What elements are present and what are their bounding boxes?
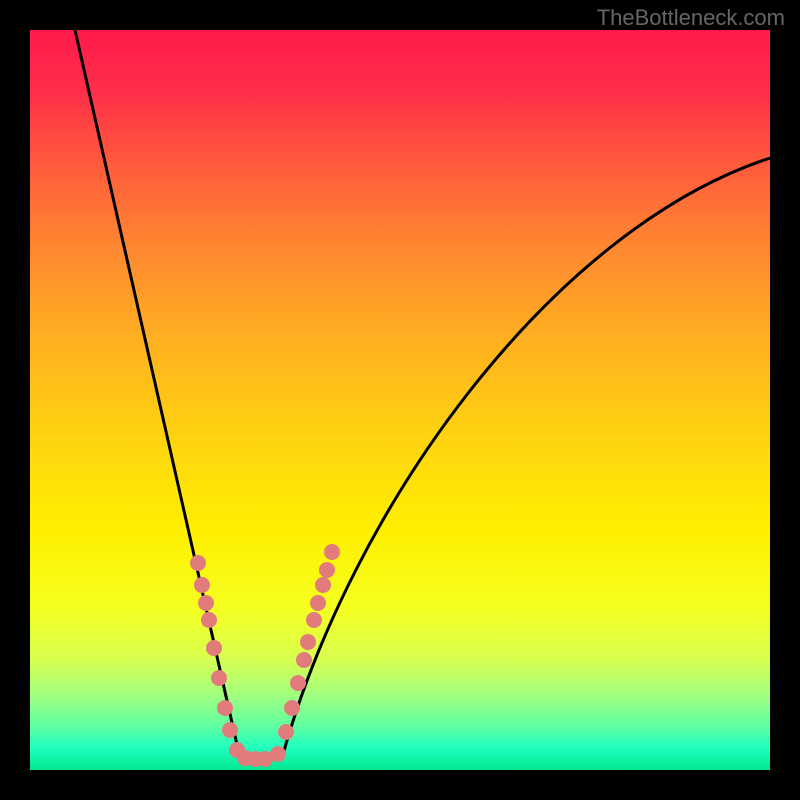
data-point	[201, 612, 217, 628]
data-point	[270, 746, 286, 762]
data-point	[206, 640, 222, 656]
data-point	[306, 612, 322, 628]
data-point	[222, 722, 238, 738]
data-point	[290, 675, 306, 691]
data-point	[296, 652, 312, 668]
data-point	[217, 700, 233, 716]
data-point	[300, 634, 316, 650]
data-point	[284, 700, 300, 716]
data-point	[324, 544, 340, 560]
watermark-text: TheBottleneck.com	[597, 5, 785, 31]
data-point	[310, 595, 326, 611]
data-point	[211, 670, 227, 686]
data-point	[190, 555, 206, 571]
data-point	[315, 577, 331, 593]
data-point	[194, 577, 210, 593]
bottleneck-chart	[30, 30, 770, 770]
data-point	[319, 562, 335, 578]
data-point	[278, 724, 294, 740]
data-point	[198, 595, 214, 611]
gradient-background	[30, 30, 770, 770]
